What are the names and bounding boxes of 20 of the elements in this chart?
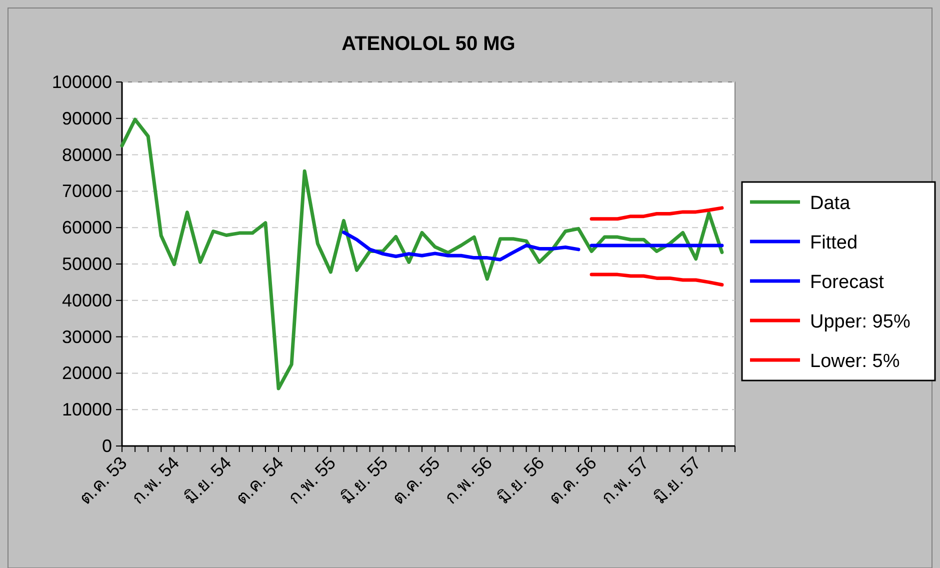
legend-label: Fitted — [810, 232, 858, 254]
y-tick-label: 10000 — [62, 400, 112, 420]
legend-label: Data — [810, 193, 851, 214]
legend-label: Upper: 95% — [810, 312, 910, 332]
y-tick-label: 20000 — [62, 363, 112, 384]
chart-title: ATENOLOL 50 MG — [342, 33, 516, 55]
y-tick-label: 50000 — [62, 254, 112, 274]
y-tick-label: 90000 — [62, 108, 112, 128]
y-tick-label: 40000 — [62, 290, 112, 310]
legend-label: Forecast — [810, 272, 885, 293]
y-tick-label: 100000 — [52, 72, 112, 92]
line-series — [120, 118, 724, 390]
y-tick-label: 70000 — [62, 181, 112, 202]
y-tick-label: 60000 — [62, 218, 112, 238]
line-series — [590, 272, 724, 286]
line-series — [342, 230, 580, 262]
y-tick-label: 30000 — [62, 326, 112, 347]
line-series — [590, 206, 724, 221]
y-tick-label: 80000 — [62, 144, 112, 165]
legend-label: Lower: 5% — [810, 351, 900, 372]
